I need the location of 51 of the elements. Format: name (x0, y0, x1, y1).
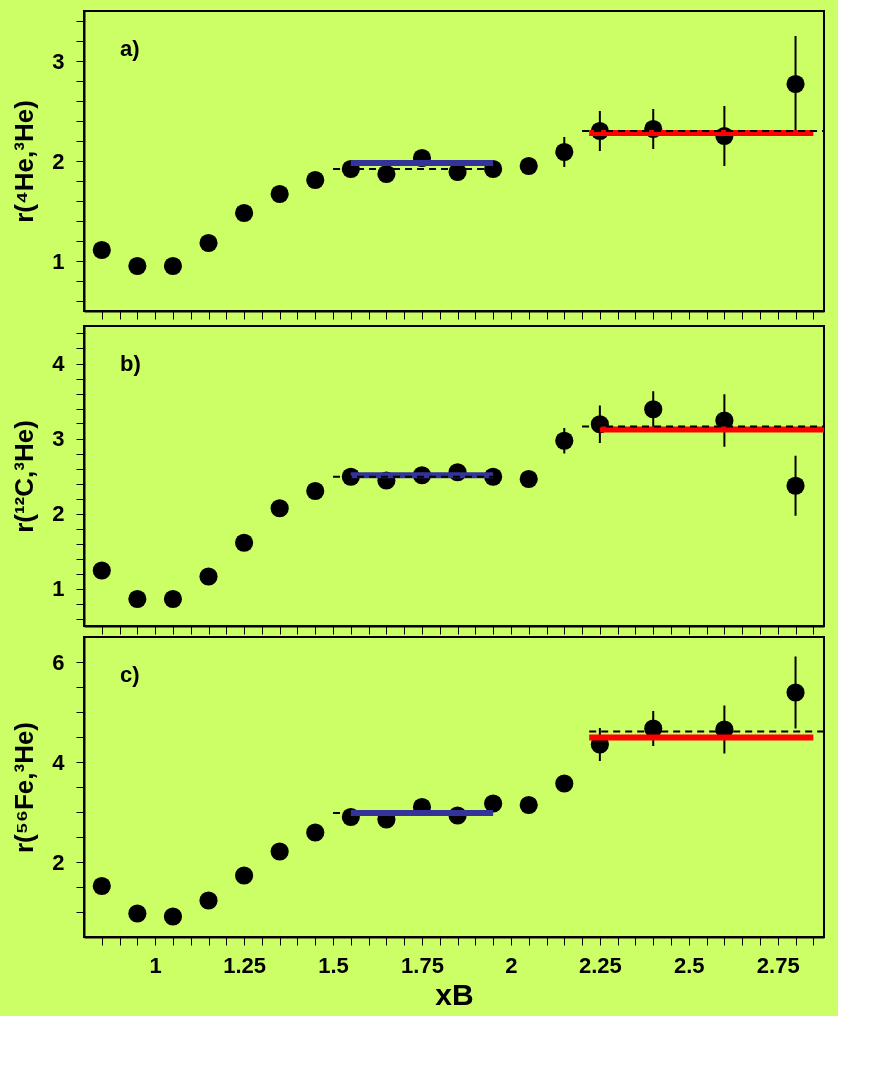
y-tick-label: 2 (52, 501, 65, 526)
point (128, 904, 147, 923)
point (306, 823, 325, 842)
annotation: a) (120, 36, 140, 61)
point (92, 240, 111, 260)
y-tick-label: 3 (52, 48, 65, 74)
point (199, 891, 218, 910)
point (199, 567, 218, 586)
annotation: c) (120, 662, 140, 687)
x-tick-label: 2 (505, 952, 518, 978)
x-tick-label: 2.5 (674, 952, 705, 978)
point (270, 499, 289, 518)
y-tick-label: 2 (52, 849, 65, 875)
y-axis-title: r(⁴He,³He) (9, 100, 40, 223)
point (235, 203, 254, 223)
x-tick-label: 2.25 (578, 952, 622, 978)
y-axis-title: r(⁵⁶Fe,³He) (9, 721, 40, 854)
y-tick-label: 3 (52, 426, 65, 451)
y-axis-title: r(¹²C,³He) (9, 420, 40, 533)
annotation: b) (120, 351, 141, 376)
x-tick-label: 2.75 (756, 952, 800, 978)
point (519, 469, 538, 489)
point (163, 907, 183, 926)
point (235, 866, 254, 885)
x-tick-label: 1 (149, 952, 162, 978)
point (270, 184, 289, 204)
x-tick-label: 1.75 (401, 952, 444, 978)
y-tick-label: 4 (52, 749, 66, 775)
x-tick-label: 1.25 (223, 952, 267, 978)
x-tick-label: 1.5 (318, 952, 349, 978)
y-tick-label: 4 (52, 351, 66, 376)
point (235, 533, 254, 552)
point (519, 795, 538, 815)
point (306, 170, 325, 190)
point (484, 794, 503, 813)
y-tick-label: 6 (52, 649, 65, 675)
point (128, 256, 147, 276)
point (163, 589, 183, 609)
point (519, 156, 538, 176)
x-axis-title: xB (435, 977, 474, 1011)
point (555, 774, 574, 793)
y-tick-label: 1 (52, 248, 65, 274)
point (199, 233, 218, 253)
point (92, 876, 111, 896)
point (306, 481, 325, 501)
point (163, 256, 183, 276)
y-tick-label: 1 (52, 576, 65, 601)
point (128, 589, 147, 609)
point (270, 842, 289, 861)
y-tick-label: 2 (52, 148, 65, 174)
point (92, 561, 111, 580)
